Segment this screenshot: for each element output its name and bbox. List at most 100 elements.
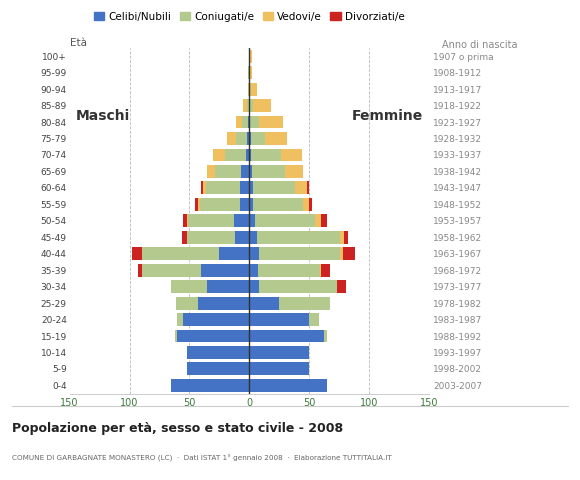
Bar — [198, 198, 200, 211]
Bar — [142, 247, 219, 260]
Bar — [249, 264, 258, 276]
Bar — [138, 264, 142, 276]
Bar — [280, 297, 329, 310]
Bar — [234, 215, 249, 227]
Bar — [259, 247, 340, 260]
Bar — [201, 264, 249, 276]
Bar — [248, 66, 249, 79]
Bar — [187, 346, 249, 359]
Bar — [259, 116, 283, 129]
Bar — [240, 198, 249, 211]
Bar — [177, 330, 249, 342]
Bar — [265, 132, 287, 145]
Bar — [249, 215, 255, 227]
Bar — [244, 99, 247, 112]
Bar — [200, 198, 240, 211]
Text: Maschi: Maschi — [75, 109, 130, 123]
Bar — [175, 330, 177, 342]
Bar — [247, 99, 249, 112]
Bar — [253, 198, 303, 211]
Bar — [316, 215, 321, 227]
Bar — [249, 165, 252, 178]
Bar — [343, 247, 355, 260]
Bar — [219, 247, 249, 260]
Bar — [242, 116, 248, 129]
Bar — [295, 181, 307, 194]
Legend: Celibi/Nubili, Coniugati/e, Vedovi/e, Divorziati/e: Celibi/Nubili, Coniugati/e, Vedovi/e, Di… — [90, 8, 409, 26]
Bar — [195, 198, 198, 211]
Bar — [187, 362, 249, 375]
Text: Età: Età — [70, 38, 86, 48]
Bar — [320, 264, 321, 276]
Text: Femmine: Femmine — [352, 109, 423, 123]
Bar — [249, 346, 309, 359]
Bar — [249, 99, 253, 112]
Bar — [249, 181, 253, 194]
Bar — [309, 313, 319, 326]
Bar — [321, 264, 329, 276]
Bar — [281, 148, 302, 161]
Bar — [247, 132, 249, 145]
Bar — [183, 313, 249, 326]
Text: Popolazione per età, sesso e stato civile - 2008: Popolazione per età, sesso e stato civil… — [12, 422, 343, 435]
Bar — [258, 264, 320, 276]
Bar — [198, 297, 249, 310]
Bar — [187, 231, 235, 244]
Bar — [226, 148, 246, 161]
Bar — [249, 247, 259, 260]
Bar — [251, 83, 256, 96]
Bar — [172, 379, 249, 392]
Bar — [249, 280, 259, 293]
Bar — [249, 330, 324, 342]
Bar — [251, 132, 265, 145]
Bar — [208, 280, 249, 293]
Bar — [249, 379, 327, 392]
Bar — [253, 181, 295, 194]
Bar — [188, 215, 234, 227]
Bar — [249, 198, 253, 211]
Bar — [235, 231, 249, 244]
Bar — [324, 330, 327, 342]
Bar — [340, 231, 344, 244]
Bar — [177, 313, 183, 326]
Bar — [182, 231, 187, 244]
Bar — [202, 181, 206, 194]
Bar — [303, 198, 309, 211]
Bar — [176, 297, 198, 310]
Bar — [259, 280, 337, 293]
Bar — [246, 148, 249, 161]
Bar — [240, 181, 249, 194]
Text: COMUNE DI GARBAGNATE MONASTERO (LC)  ·  Dati ISTAT 1° gennaio 2008  ·  Elaborazi: COMUNE DI GARBAGNATE MONASTERO (LC) · Da… — [12, 455, 392, 462]
Bar — [248, 83, 249, 96]
Bar — [251, 148, 281, 161]
Bar — [236, 116, 242, 129]
Bar — [183, 215, 187, 227]
Bar — [321, 215, 327, 227]
Bar — [213, 148, 226, 161]
Bar — [187, 215, 188, 227]
Bar — [249, 362, 309, 375]
Bar — [249, 132, 251, 145]
Bar — [249, 148, 251, 161]
Bar — [215, 165, 241, 178]
Bar — [256, 231, 340, 244]
Bar — [249, 297, 280, 310]
Text: Anno di nascita: Anno di nascita — [442, 40, 517, 50]
Bar — [253, 99, 271, 112]
Bar — [285, 165, 303, 178]
Bar — [248, 116, 249, 129]
Bar — [249, 313, 309, 326]
Bar — [249, 50, 252, 63]
Bar — [309, 198, 311, 211]
Bar — [172, 280, 208, 293]
Bar — [132, 247, 142, 260]
Bar — [227, 132, 236, 145]
Bar — [206, 181, 240, 194]
Bar — [307, 181, 309, 194]
Bar — [201, 181, 202, 194]
Bar — [249, 116, 259, 129]
Bar — [249, 231, 256, 244]
Bar — [241, 165, 249, 178]
Bar — [252, 165, 285, 178]
Bar — [208, 165, 215, 178]
